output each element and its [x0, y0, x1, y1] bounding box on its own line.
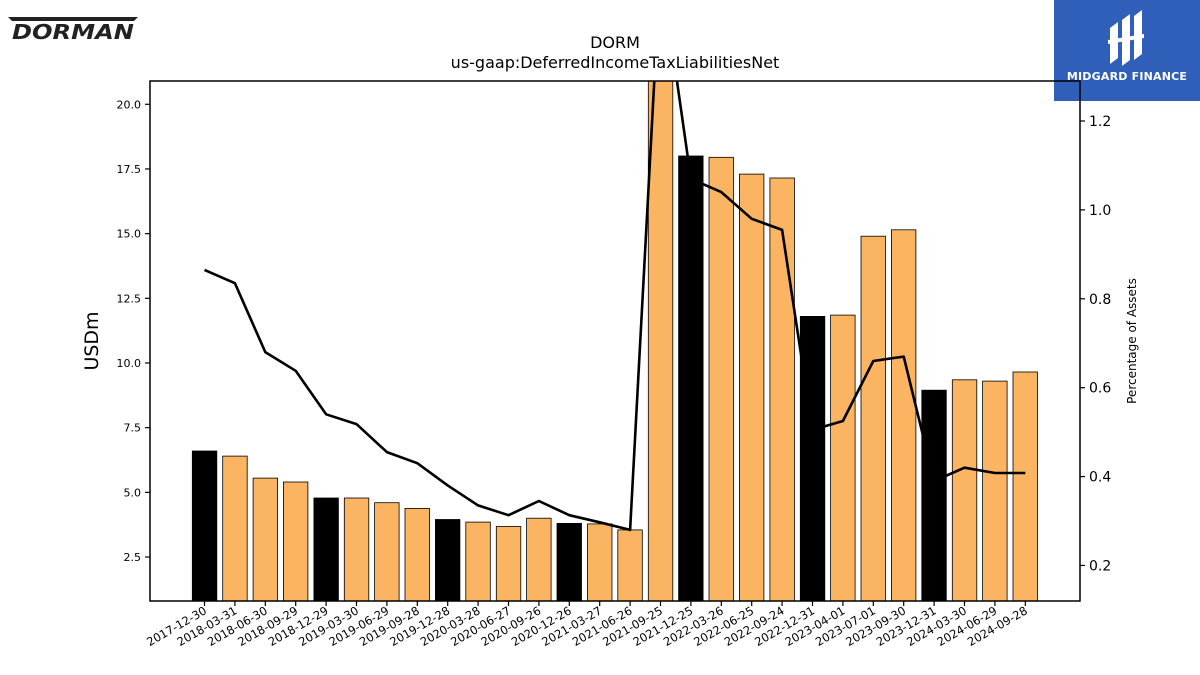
bar-series	[191, 81, 1038, 601]
chart-title: DORM	[590, 33, 640, 52]
y2-tick-label: 0.4	[1089, 470, 1111, 486]
y2-tick-label: 0.8	[1089, 292, 1111, 308]
line-series	[203, 81, 1026, 532]
y-tick-label: 15.0	[117, 228, 142, 241]
y-tick-label: 12.5	[117, 292, 142, 305]
y-axis-right: 0.2 0.4 0.6 0.8 1.0 1.2	[1080, 114, 1111, 574]
x-axis: 2017-12-302018-03-312018-06-302018-09-29…	[144, 601, 1030, 649]
bar	[495, 526, 522, 601]
midgard-logo-icon	[1108, 10, 1144, 66]
bar	[1012, 371, 1038, 601]
y-tick-label: 20.0	[117, 98, 142, 111]
bar	[374, 502, 400, 601]
bar	[799, 315, 826, 601]
bar	[556, 523, 582, 601]
chart-subtitle: us-gaap:DeferredIncomeTaxLiabilitiesNet	[451, 53, 780, 72]
logo-swoosh-top	[8, 17, 138, 21]
y-tick-label: 7.5	[124, 422, 142, 435]
y2-tick-label: 0.2	[1089, 558, 1111, 574]
bar	[222, 455, 248, 601]
bar	[891, 229, 917, 601]
bar	[860, 235, 886, 601]
bar	[282, 481, 309, 601]
y-tick-label: 10.0	[117, 357, 142, 370]
company-logo: DORMAN	[8, 17, 138, 44]
y-tick-label: 2.5	[124, 551, 142, 564]
bar	[526, 517, 552, 601]
badge-text: MIDGARD FINANCE	[1066, 70, 1188, 83]
bar	[921, 389, 947, 601]
bar	[708, 156, 734, 601]
bar	[434, 519, 461, 601]
y-tick-label: 17.5	[117, 163, 142, 176]
plot-frame	[149, 80, 1081, 602]
y2-tick-label: 1.0	[1089, 203, 1111, 219]
bar	[252, 477, 279, 601]
bar	[191, 450, 218, 601]
bar	[739, 173, 765, 601]
bar	[343, 497, 370, 601]
bar	[678, 155, 704, 601]
bar	[647, 81, 674, 601]
bar	[587, 523, 613, 601]
bar	[617, 529, 643, 601]
bar	[830, 314, 856, 601]
y-axis-left: 2.5 5.0 7.5 10.0 12.5 15.0 17.5 20.0	[117, 98, 150, 564]
y2-tick-label: 0.6	[1089, 381, 1111, 397]
bar	[951, 379, 978, 601]
bar	[313, 497, 339, 601]
percentage-of-assets-line	[203, 81, 1026, 532]
y-axis-label: USDm	[81, 311, 103, 370]
bar	[769, 177, 795, 601]
bar	[404, 507, 430, 601]
bar	[982, 380, 1008, 601]
midgard-finance-badge: MIDGARD FINANCE	[1054, 0, 1200, 101]
y-tick-label: 5.0	[124, 486, 142, 499]
bar	[465, 521, 491, 601]
company-logo-text: DORMAN	[12, 20, 134, 44]
y2-tick-label: 1.2	[1089, 114, 1111, 130]
y2-axis-label: Percentage of Assets	[1125, 278, 1139, 404]
